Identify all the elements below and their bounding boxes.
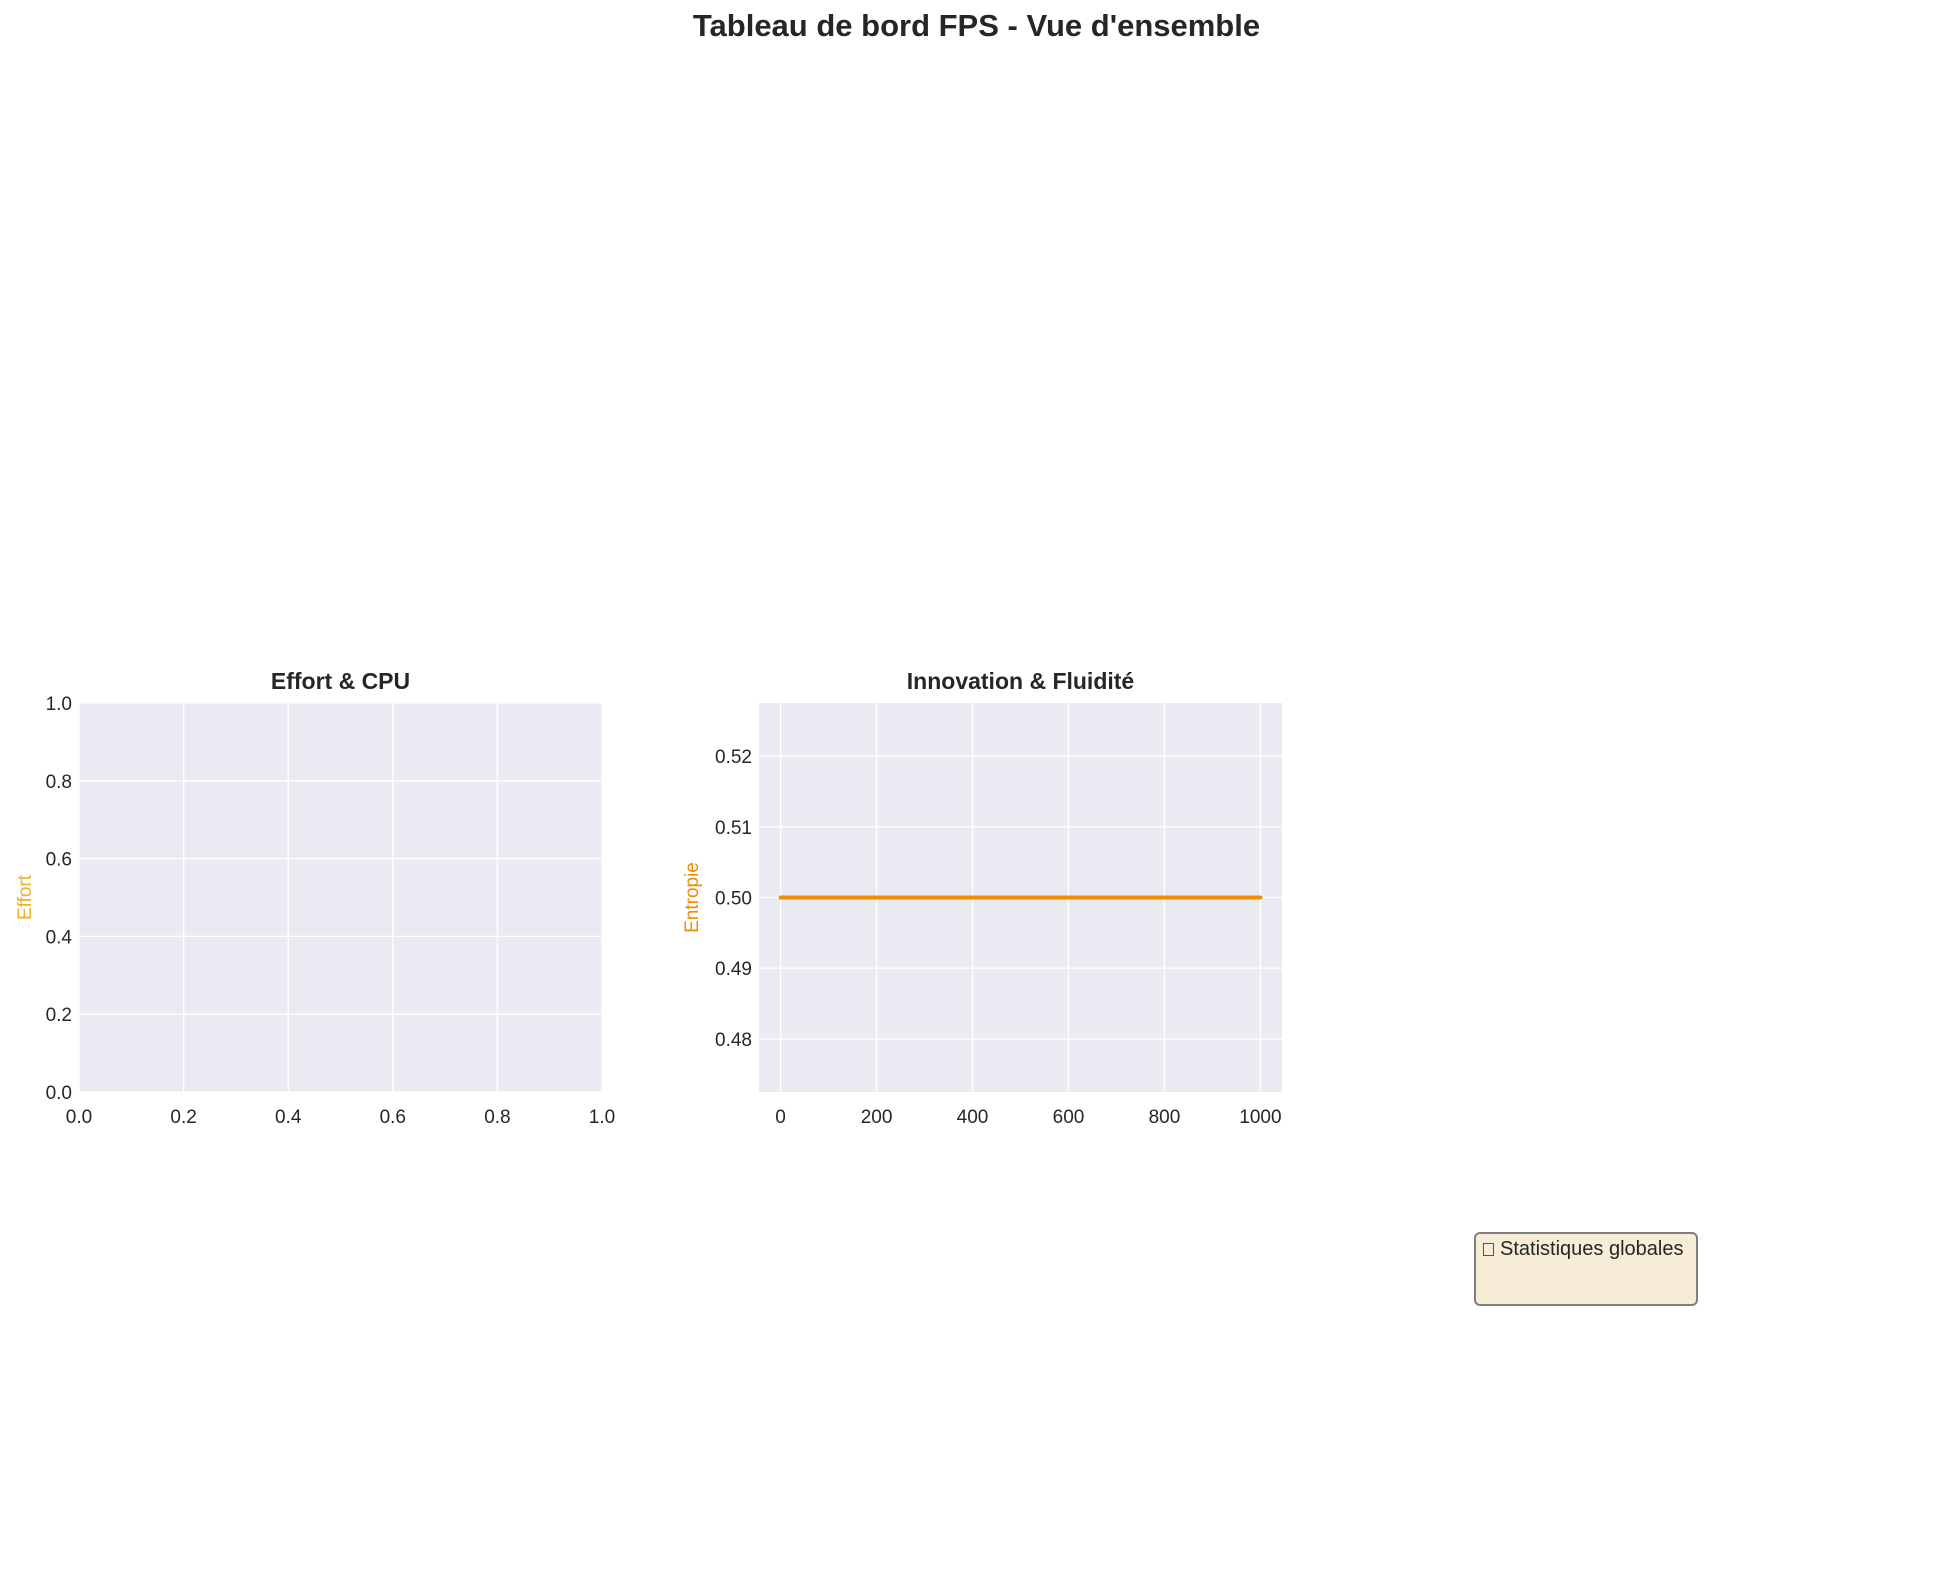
plot-area bbox=[79, 703, 602, 1092]
chart-effort-cpu: 0.0 0.2 0.4 0.6 0.8 1.0 0.0 0.2 0.4 0.6 0.8 1.0 Effo… bbox=[15, 668, 615, 1128]
x-tick-label: 0.0 bbox=[66, 1107, 92, 1128]
y-tick-label: 0.2 bbox=[46, 1005, 72, 1026]
x-tick-label: 200 bbox=[861, 1107, 893, 1128]
y-axis-label: Entropie bbox=[682, 862, 703, 933]
x-tick-label: 1000 bbox=[1239, 1107, 1281, 1128]
chart-innovation-fluidite: 0 200 400 600 800 1000 0.48 0.49 0.50 0.51 0.52 Inn… bbox=[682, 668, 1282, 1128]
y-tick-label: 0.6 bbox=[46, 850, 72, 871]
y-tick-label: 0.0 bbox=[46, 1083, 72, 1104]
y-tick-label: 0.8 bbox=[46, 772, 72, 793]
chart-title: Effort & CPU bbox=[271, 668, 410, 694]
y-tick-label: 0.51 bbox=[715, 818, 752, 839]
y-axis-label: Effort bbox=[15, 874, 36, 920]
x-tick-label: 1.0 bbox=[589, 1107, 615, 1128]
global-stats-label: Statistiques globales bbox=[1500, 1238, 1684, 1260]
x-tick-label: 0.8 bbox=[484, 1107, 510, 1128]
y-tick-label: 0.4 bbox=[46, 927, 73, 948]
x-tick-label: 0 bbox=[775, 1107, 786, 1128]
y-tick-label: 0.50 bbox=[715, 889, 752, 910]
global-stats-box: Statistiques globales bbox=[1474, 1232, 1698, 1306]
x-tick-label: 400 bbox=[957, 1107, 989, 1128]
y-tick-label: 0.48 bbox=[715, 1030, 752, 1051]
chart-icon bbox=[1483, 1243, 1494, 1256]
x-tick-label: 0.6 bbox=[380, 1107, 406, 1128]
y-tick-label: 0.49 bbox=[715, 959, 752, 980]
y-tick-label: 0.52 bbox=[715, 747, 752, 768]
dashboard-title: Tableau de bord FPS - Vue d'ensemble bbox=[692, 8, 1261, 43]
chart-title: Innovation & Fluidité bbox=[907, 668, 1134, 694]
x-tick-label: 0.2 bbox=[170, 1107, 196, 1128]
x-tick-label: 0.4 bbox=[275, 1107, 302, 1128]
y-tick-label: 1.0 bbox=[46, 694, 72, 715]
x-tick-label: 800 bbox=[1149, 1107, 1181, 1128]
x-tick-label: 600 bbox=[1053, 1107, 1085, 1128]
